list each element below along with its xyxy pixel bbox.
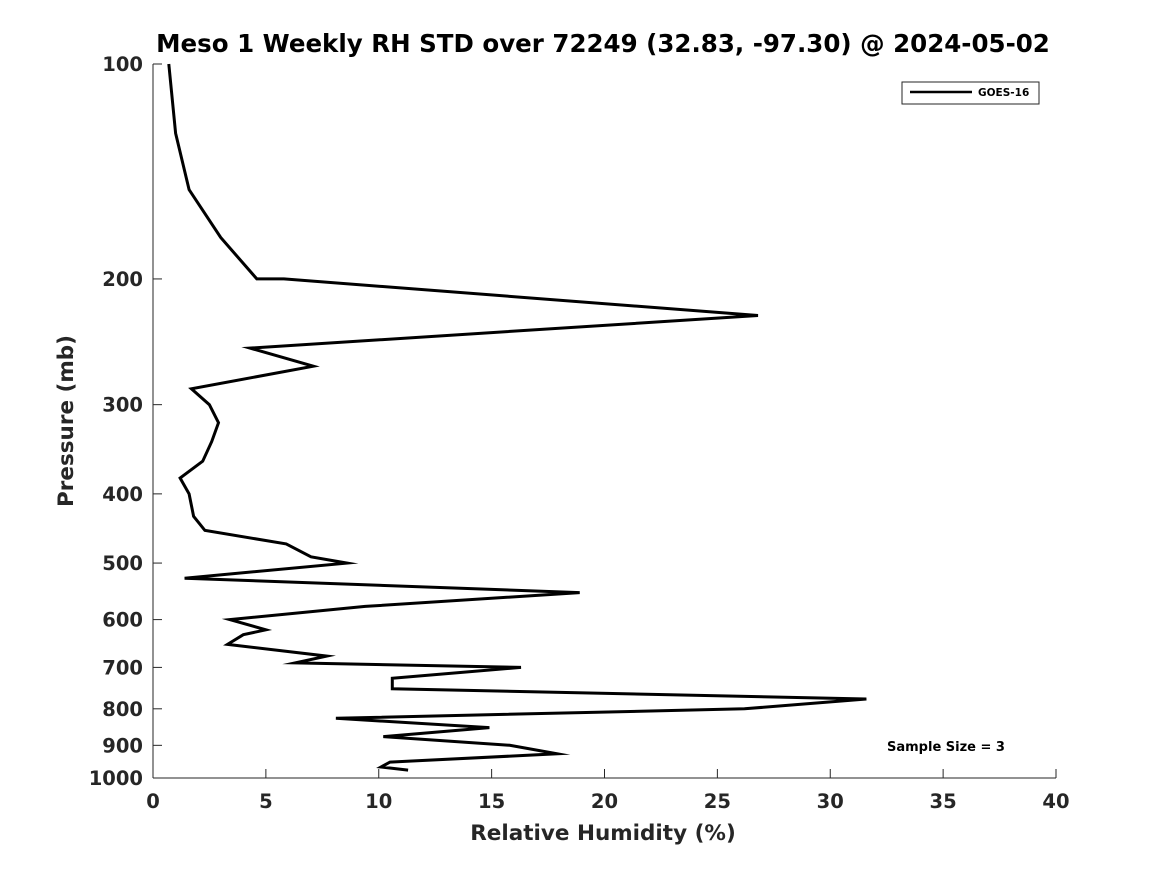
y-tick-label: 300 [102,394,143,417]
y-tick-label: 400 [102,483,143,506]
y-tick-label: 200 [102,268,143,291]
data-point [383,736,384,737]
data-point [265,629,266,630]
data-point [189,493,190,494]
series-line-goes-16 [167,63,867,772]
x-tick-label: 0 [146,790,160,813]
sample-size-annotation: Sample Size = 3 [887,740,1005,755]
legend-label-goes-16: GOES-16 [978,87,1029,99]
data-point [168,64,169,65]
data-point [243,634,244,635]
data-point [256,278,257,279]
data-point [180,478,181,479]
data-point [392,688,393,689]
data-point [211,441,212,442]
y-tick-label: 600 [102,609,143,632]
x-tick-label: 20 [591,790,618,813]
data-point [335,718,336,719]
data-point [557,753,558,754]
data-point [326,656,327,657]
x-tick-label: 30 [817,790,844,813]
data-point [866,699,867,700]
x-axis-label: Relative Humidity (%) [470,821,736,846]
chart-title: Meso 1 Weekly RH STD over 72249 (32.83, … [156,29,1050,58]
data-point [220,237,221,238]
data-point [229,619,230,620]
data-point [191,388,192,389]
x-tick-label: 5 [259,790,273,813]
y-tick-label: 100 [102,53,143,76]
data-point [311,556,312,557]
data-point [489,727,490,728]
data-point [218,422,219,423]
data-point [175,133,176,134]
data-point [381,767,382,768]
y-tick-label: 1000 [89,767,143,790]
data-point [202,461,203,462]
data-point [295,662,296,663]
data-point [313,366,314,367]
data-point [392,678,393,679]
y-axis-label: Pressure (mb) [54,335,79,507]
data-point [521,667,522,668]
data-point [193,516,194,517]
x-tick-label: 35 [930,790,957,813]
data-point [365,606,366,607]
data-point [509,745,510,746]
data-point [209,404,210,405]
legend: GOES-16 [901,81,1040,105]
x-axis: 0 5 10 15 20 25 30 35 40 [146,769,1070,813]
data-point [227,644,228,645]
data-point [286,543,287,544]
data-point [250,348,251,349]
data-point [189,189,190,190]
x-tick-label: 25 [704,790,731,813]
data-point [579,592,580,593]
x-tick-label: 40 [1042,790,1069,813]
y-tick-label: 800 [102,698,143,721]
data-point [184,578,185,579]
y-tick-label: 500 [102,552,143,575]
y-tick-label: 700 [102,656,143,679]
series-group [167,63,867,772]
y-tick-label: 900 [102,734,143,757]
data-point [390,762,391,763]
x-tick-label: 15 [478,790,505,813]
data-point [347,563,348,564]
data-point [758,315,759,316]
data-point [408,770,409,771]
data-point [204,530,205,531]
x-tick-label: 10 [365,790,392,813]
data-point [744,708,745,709]
y-axis: 100 200 300 400 500 600 700 800 900 1000 [89,53,162,790]
data-point [283,278,284,279]
